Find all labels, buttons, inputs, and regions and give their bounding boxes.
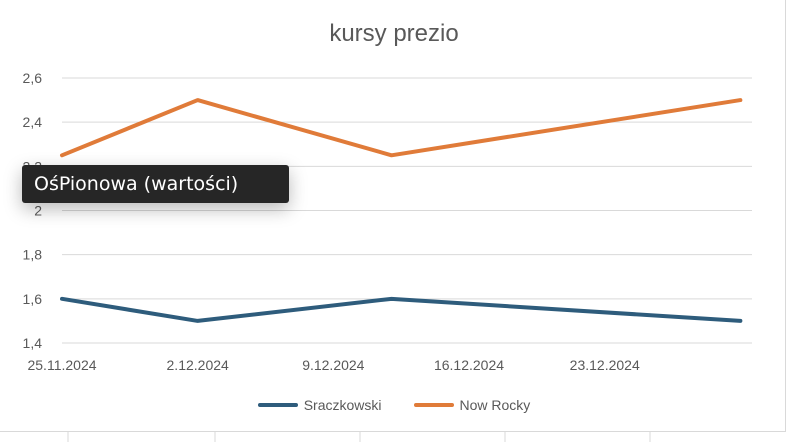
axis-tooltip: OśPionowa (wartości) bbox=[22, 165, 289, 203]
y-tick-label: 2,6 bbox=[23, 70, 43, 86]
legend-swatch-series-1 bbox=[257, 403, 298, 407]
y-tick-label: 1,4 bbox=[23, 335, 43, 351]
legend[interactable]: Sraczkowski Now Rocky bbox=[0, 397, 788, 413]
legend-label-series-2: Now Rocky bbox=[459, 397, 531, 413]
series-line-1[interactable] bbox=[60, 296, 743, 323]
x-tick-label: 2.12.2024 bbox=[167, 357, 229, 373]
legend-label-series-1: Sraczkowski bbox=[303, 397, 382, 413]
series-line-2[interactable] bbox=[60, 98, 743, 158]
plot-area[interactable]: 1,41,61,822,22,42,6 25.11.20242.12.20249… bbox=[0, 0, 786, 432]
x-tick-label: 25.11.2024 bbox=[27, 357, 96, 373]
legend-swatch-series-2 bbox=[413, 403, 454, 407]
chart-area[interactable]: kursy prezio 1,41,61,822,22,42,6 25.11.2… bbox=[0, 0, 786, 432]
chart-title[interactable]: kursy prezio bbox=[329, 20, 459, 47]
y-tick-label: 2,4 bbox=[23, 114, 43, 130]
x-tick-label: 23.12.2024 bbox=[570, 357, 640, 373]
x-tick-label: 16.12.2024 bbox=[434, 357, 504, 373]
x-tick-label: 9.12.2024 bbox=[302, 357, 364, 373]
y-tick-label: 1,8 bbox=[23, 247, 43, 263]
y-tick-label: 1,6 bbox=[23, 291, 43, 307]
y-tick-label: 2 bbox=[34, 203, 42, 219]
legend-item-series-1[interactable]: Sraczkowski bbox=[257, 397, 382, 413]
legend-item-series-2[interactable]: Now Rocky bbox=[413, 397, 531, 413]
